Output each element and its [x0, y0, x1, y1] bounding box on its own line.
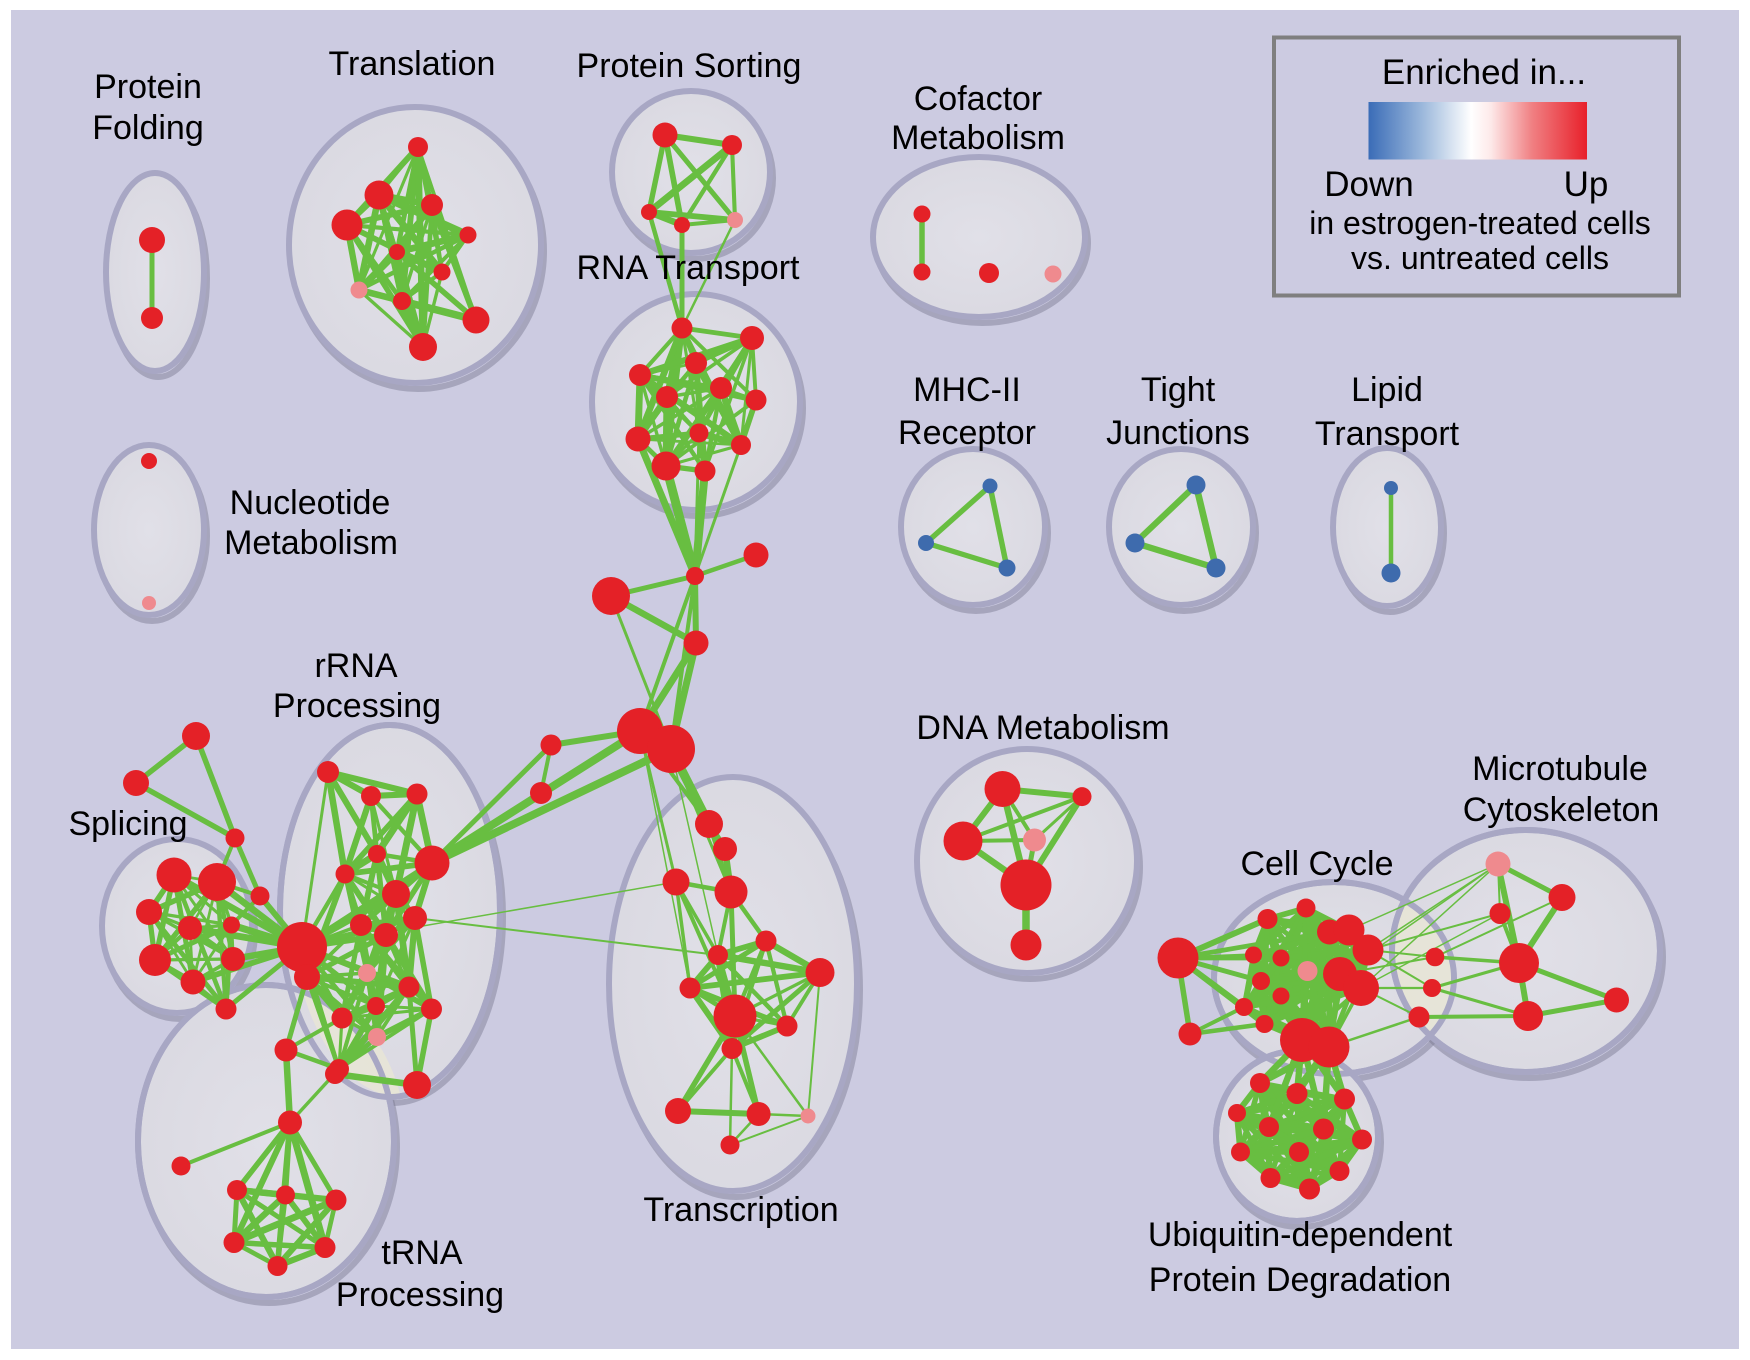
svg-text:Junctions: Junctions [1106, 414, 1250, 452]
svg-text:Splicing: Splicing [68, 805, 187, 843]
svg-text:Transport: Transport [1315, 415, 1460, 453]
svg-text:vs. untreated cells: vs. untreated cells [1351, 240, 1609, 276]
svg-text:Enriched in...: Enriched in... [1382, 53, 1586, 92]
svg-text:DNA Metabolism: DNA Metabolism [916, 709, 1169, 747]
svg-text:Metabolism: Metabolism [891, 119, 1065, 157]
svg-text:in estrogen-treated cells: in estrogen-treated cells [1309, 205, 1651, 241]
svg-text:Lipid: Lipid [1351, 371, 1423, 409]
svg-text:Tight: Tight [1141, 371, 1216, 409]
svg-text:Protein Degradation: Protein Degradation [1149, 1261, 1451, 1299]
svg-text:Translation: Translation [329, 45, 496, 83]
svg-text:Down: Down [1324, 165, 1413, 204]
svg-text:Nucleotide: Nucleotide [230, 484, 391, 522]
svg-text:rRNA: rRNA [314, 647, 397, 685]
svg-text:tRNA: tRNA [381, 1234, 463, 1272]
svg-text:Cell Cycle: Cell Cycle [1240, 845, 1393, 883]
svg-text:Processing: Processing [336, 1276, 504, 1314]
svg-text:RNA Transport: RNA Transport [577, 249, 801, 287]
svg-text:Cytoskeleton: Cytoskeleton [1463, 791, 1660, 829]
svg-text:Cofactor: Cofactor [914, 80, 1043, 118]
svg-text:Up: Up [1564, 165, 1609, 204]
svg-text:Transcription: Transcription [643, 1191, 838, 1229]
svg-text:Metabolism: Metabolism [224, 524, 398, 562]
svg-text:Ubiquitin-dependent: Ubiquitin-dependent [1148, 1216, 1453, 1254]
svg-text:Microtubule: Microtubule [1472, 750, 1648, 788]
svg-text:Receptor: Receptor [898, 414, 1036, 452]
svg-text:Folding: Folding [92, 109, 204, 147]
svg-text:Protein Sorting: Protein Sorting [577, 47, 802, 85]
svg-text:MHC-II: MHC-II [913, 371, 1021, 409]
svg-text:Processing: Processing [273, 687, 441, 725]
svg-text:Protein: Protein [94, 68, 202, 106]
